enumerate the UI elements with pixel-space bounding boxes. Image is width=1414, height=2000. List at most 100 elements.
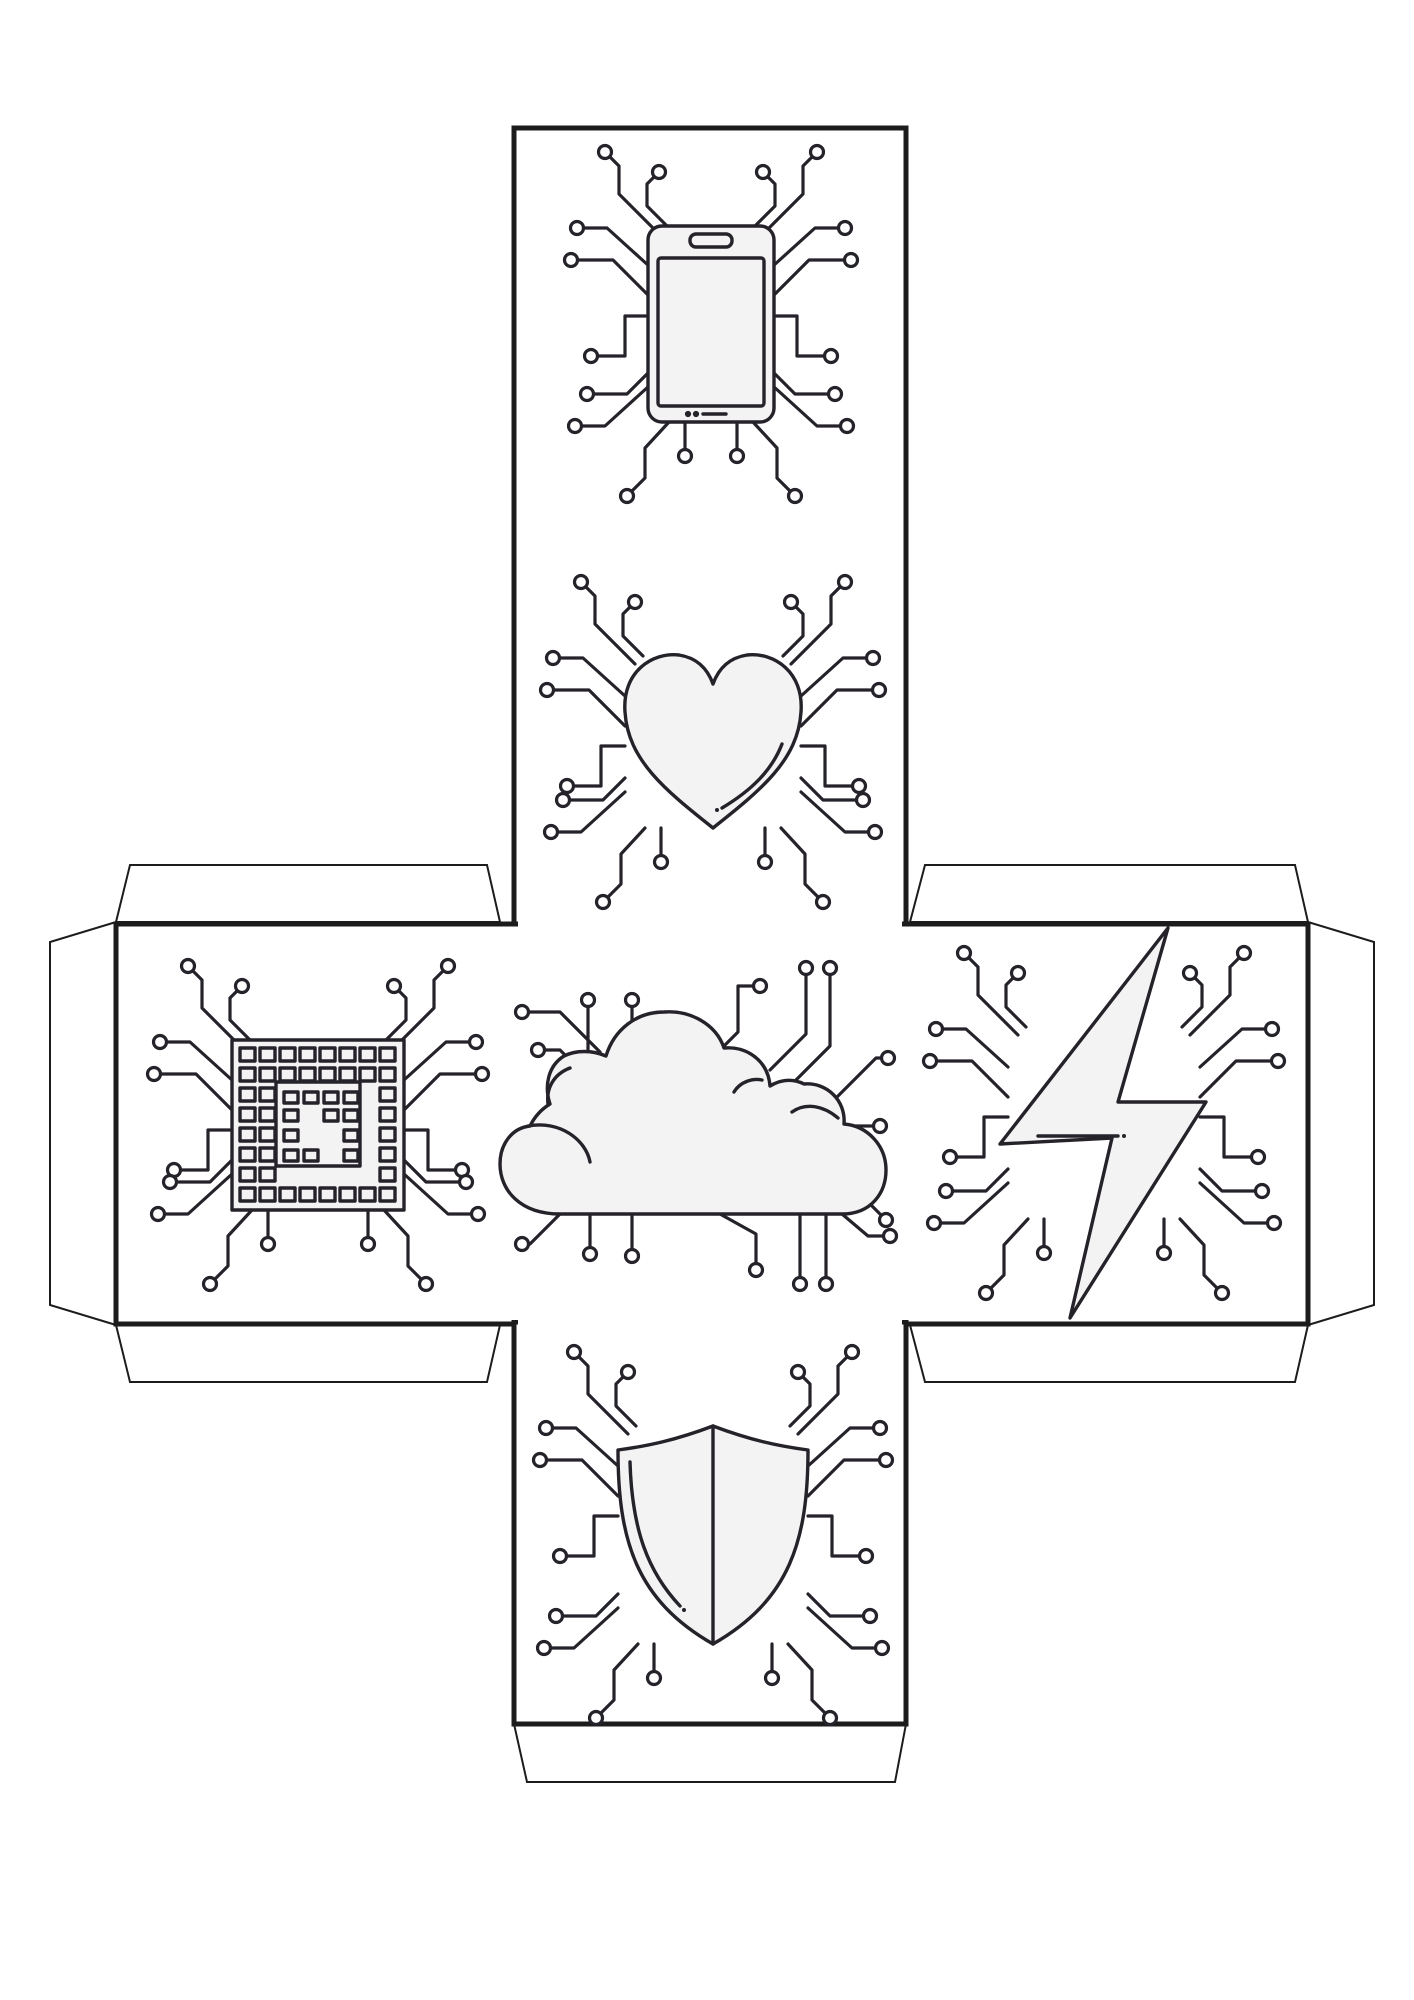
circuit-trace [621, 600, 645, 658]
circuit-pad [529, 1041, 547, 1059]
circuit-trace [1198, 1027, 1274, 1069]
circuit-trace [551, 656, 627, 698]
circuit-pad [925, 1214, 943, 1232]
circuit-pad [542, 823, 560, 841]
chip-core-cell [342, 1090, 360, 1105]
circuit-trace [1198, 1181, 1276, 1225]
circuit-pad [864, 649, 882, 667]
chip-cell [238, 1086, 257, 1103]
circuit-trace [156, 1172, 234, 1216]
glue-tab-bottom [512, 1723, 908, 1783]
circuit-trace [932, 1181, 1010, 1225]
circuit-pad [836, 573, 854, 591]
circuit-pad [594, 893, 612, 911]
circuit-trace [789, 580, 847, 666]
circuit-trace [806, 1592, 872, 1618]
circuit-pad [596, 143, 614, 161]
circuit-trace [948, 1115, 1010, 1159]
circuit-pad [786, 487, 804, 505]
circuit-pad [977, 1284, 995, 1302]
circuit-pad [551, 1547, 569, 1565]
circuit-trace [1198, 1115, 1260, 1159]
circuit-trace [228, 984, 252, 1042]
circuit-pad [558, 777, 576, 795]
circuit-pad [1235, 944, 1253, 962]
circuit-trace [753, 170, 777, 228]
chip-cell [278, 1046, 297, 1063]
circuit-pad [821, 1709, 839, 1727]
circuit-pad [747, 1261, 765, 1279]
circuit-pad [756, 853, 774, 871]
circuit-trace [944, 1167, 1010, 1193]
circuit-trace [771, 384, 849, 428]
circuit-trace [625, 420, 671, 498]
circuit-pad [842, 251, 860, 269]
glue-tab-left-side [49, 920, 117, 1327]
circuit-pad [838, 417, 856, 435]
circuit-pad [554, 791, 572, 809]
chip-cell [378, 1086, 397, 1103]
circuit-pad [201, 1275, 219, 1293]
circuit-pad [797, 959, 815, 977]
circuit-pad [877, 1211, 895, 1229]
circuit-pad [473, 1065, 491, 1083]
circuit-trace [384, 984, 408, 1042]
circuit-trace [561, 776, 627, 802]
circuit-pad [623, 1247, 641, 1265]
circuit-trace [558, 1514, 620, 1558]
circuit-pad [1035, 1244, 1053, 1262]
chip-cell [298, 1046, 317, 1063]
chip-cell [358, 1046, 377, 1063]
circuit-trace [572, 1350, 630, 1436]
chip-cell [238, 1046, 257, 1063]
circuit-traces [145, 143, 1287, 1727]
circuit-pad [782, 593, 800, 611]
chip-cell [238, 1186, 257, 1203]
circuit-pad [582, 347, 600, 365]
glue-tab-left-bottom [114, 1324, 502, 1383]
circuit-pad [843, 1343, 861, 1361]
circuit-pad [439, 957, 457, 975]
chip-cell [378, 1106, 397, 1123]
circuit-trace [579, 580, 637, 666]
circuit-trace [382, 1208, 428, 1286]
circuit-pad [879, 1049, 897, 1067]
circuit-pad [871, 1117, 889, 1135]
circuit-trace [799, 776, 865, 802]
circuit-trace [771, 226, 847, 268]
circuit-trace [788, 966, 832, 1088]
circuit-pad [1263, 1020, 1281, 1038]
circuit-trace [722, 984, 762, 1048]
circuit-trace [594, 1642, 640, 1720]
circuit-pad [149, 1205, 167, 1223]
circuit-pad [535, 1639, 553, 1657]
circuit-trace [771, 258, 853, 298]
circuit-pad [623, 991, 641, 1009]
circuit-trace [158, 1040, 234, 1082]
circuit-smartphone [562, 143, 860, 505]
circuit-pad [836, 219, 854, 237]
chip-cell [238, 1066, 257, 1083]
circuit-trace [208, 1208, 254, 1286]
circuit-cloud [513, 959, 899, 1293]
circuit-pad [763, 1669, 781, 1687]
chip-cell [338, 1046, 357, 1063]
chip-cell [378, 1126, 397, 1143]
chip-cell [238, 1146, 257, 1163]
circuit-pad [179, 957, 197, 975]
lightning-bolt-icon [998, 926, 1208, 1320]
circuit-trace [1178, 1217, 1224, 1295]
circuit-pad [385, 977, 403, 995]
shield-icon [616, 1424, 810, 1646]
circuit-pad [821, 959, 839, 977]
circuit-trace [781, 600, 805, 658]
chip-cell [238, 1166, 257, 1183]
circuit-pad [467, 1033, 485, 1051]
circuit-pad [513, 1235, 531, 1253]
chip-cell [318, 1186, 337, 1203]
circuit-pad [581, 1245, 599, 1263]
circuit-trace [538, 1458, 620, 1498]
circuit-trace [779, 826, 825, 904]
circuit-trace [928, 1059, 1010, 1099]
circuit-trace [962, 951, 1020, 1037]
